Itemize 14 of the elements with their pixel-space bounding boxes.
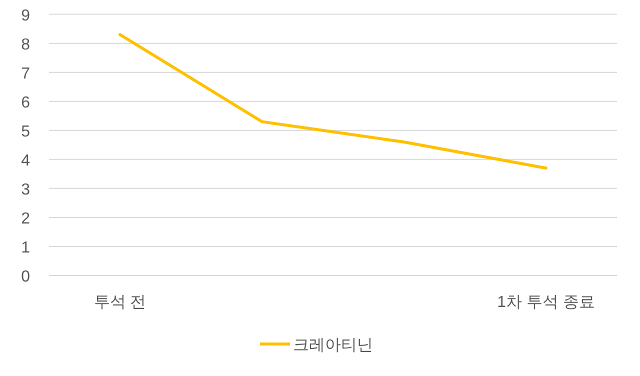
- y-tick-label: 2: [21, 210, 30, 228]
- x-tick-label: 투석 전: [94, 294, 146, 311]
- y-tick-label: 6: [21, 94, 30, 112]
- x-tick-label: 1차 투석 종료: [497, 294, 595, 311]
- y-tick-label: 8: [21, 36, 30, 54]
- y-tick-label: 9: [21, 7, 30, 24]
- y-tick-label: 1: [21, 239, 30, 256]
- y-tick-label: 7: [21, 65, 30, 82]
- y-tick-label: 5: [21, 123, 30, 140]
- y-tick-label: 4: [21, 152, 30, 170]
- legend: 크레아티닌: [260, 337, 373, 354]
- legend-label: 크레아티닌: [293, 337, 373, 354]
- y-tick-label: 3: [21, 181, 30, 198]
- y-tick-label: 0: [21, 268, 30, 286]
